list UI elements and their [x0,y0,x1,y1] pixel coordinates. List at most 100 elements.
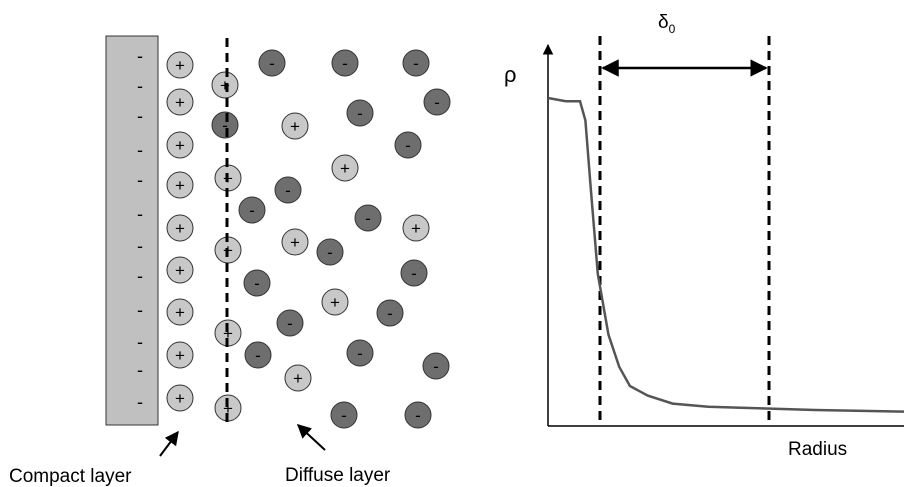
anion-circle [394,131,422,159]
cation: + [166,88,194,116]
cation-circle [281,112,309,140]
anion-circle [346,99,374,127]
cation: + [214,394,242,422]
cation: + [166,214,194,242]
electrode-minus-sign: - [137,204,143,224]
electrode-minus-sign: - [137,106,143,126]
cation: + [166,341,194,369]
anion: - [346,339,374,367]
cation: + [166,298,194,326]
cation: + [166,131,194,159]
anion-sign: - [387,304,393,323]
cation-sign: + [175,176,185,195]
anion-circle [330,401,358,429]
anion: - [276,309,304,337]
anion: - [316,238,344,266]
anion-sign: - [413,54,419,73]
electrode-minus-sign: - [137,76,143,96]
cation-sign: + [175,389,185,408]
anion-sign: - [285,181,291,200]
anion: - [330,401,358,429]
cation: + [166,171,194,199]
diffuse-layer-arrow [296,424,326,451]
thickness-label: δ0 [658,12,676,36]
anion-circle [422,352,450,380]
cation-circle [284,364,312,392]
anion-circle [211,111,239,139]
anion: - [274,176,302,204]
anion: - [402,49,430,77]
cation-circle [166,214,194,242]
electrode-minus-sign: - [137,332,143,352]
electrode-minus-sign: - [137,300,143,320]
anion-circle [346,339,374,367]
cation: + [321,288,349,316]
anion-circle [331,49,359,77]
cation: + [166,256,194,284]
anion-circle [404,401,432,429]
anion-sign: - [405,136,411,155]
cation-circle [331,154,359,182]
anion-sign: - [255,346,261,365]
anion-sign: - [357,344,363,363]
cation-circle [166,384,194,412]
anion-sign: - [254,274,260,293]
cation: + [211,71,239,99]
anion-sign: - [342,54,348,73]
anion-circle [274,176,302,204]
anion: - [394,131,422,159]
anion-sign: - [411,264,417,283]
anion: - [244,341,272,369]
anion-circle [238,196,266,224]
cation-sign: + [175,261,185,280]
cation-sign: + [290,117,300,136]
anion: - [238,196,266,224]
cation-sign: + [223,399,233,418]
anion: - [354,204,382,232]
anion-circle [276,309,304,337]
anion-sign: - [433,357,439,376]
cation-sign: + [220,76,230,95]
anion-circle [376,299,404,327]
anion-circle [354,204,382,232]
cation-sign: + [175,93,185,112]
y-axis-label: ρ [504,62,517,87]
electrode-minus-sign: - [137,46,143,66]
compact-layer-label: Compact layer [9,466,132,487]
thickness-symbol: δ [658,12,669,33]
electrode-minus-sign: - [137,170,143,190]
thickness-subscript: 0 [669,22,676,36]
cation-sign: + [293,369,303,388]
anion-circle [244,341,272,369]
anion: - [422,352,450,380]
anion: - [211,111,239,139]
cation-sign: + [175,346,185,365]
electrode-charges: - - - - - - - - - - - - [137,46,143,412]
anion: - [243,269,271,297]
anion-circle [258,49,286,77]
anion-sign: - [327,243,333,262]
cation-circle [166,51,194,79]
electrode-minus-sign: - [137,266,143,286]
anion: - [404,401,432,429]
cation-sign: + [330,293,340,312]
diffuse-layer-label: Diffuse layer [285,465,391,486]
anion-circle [243,269,271,297]
anion-sign: - [249,201,255,220]
cation-circle [166,88,194,116]
anion-circle [402,49,430,77]
cation-sign: + [223,324,233,343]
cation-circle [166,298,194,326]
cation-circle [166,341,194,369]
anion-sign: - [365,209,371,228]
cation-sign: + [411,219,421,238]
cation-circle [166,256,194,284]
cation: + [166,51,194,79]
anion: - [346,99,374,127]
anion: - [423,88,451,116]
anion-circle [316,238,344,266]
anion-sign: - [269,54,275,73]
anion-sign: - [222,116,228,135]
electrode-minus-sign: - [137,360,143,380]
cation-sign: + [340,159,350,178]
